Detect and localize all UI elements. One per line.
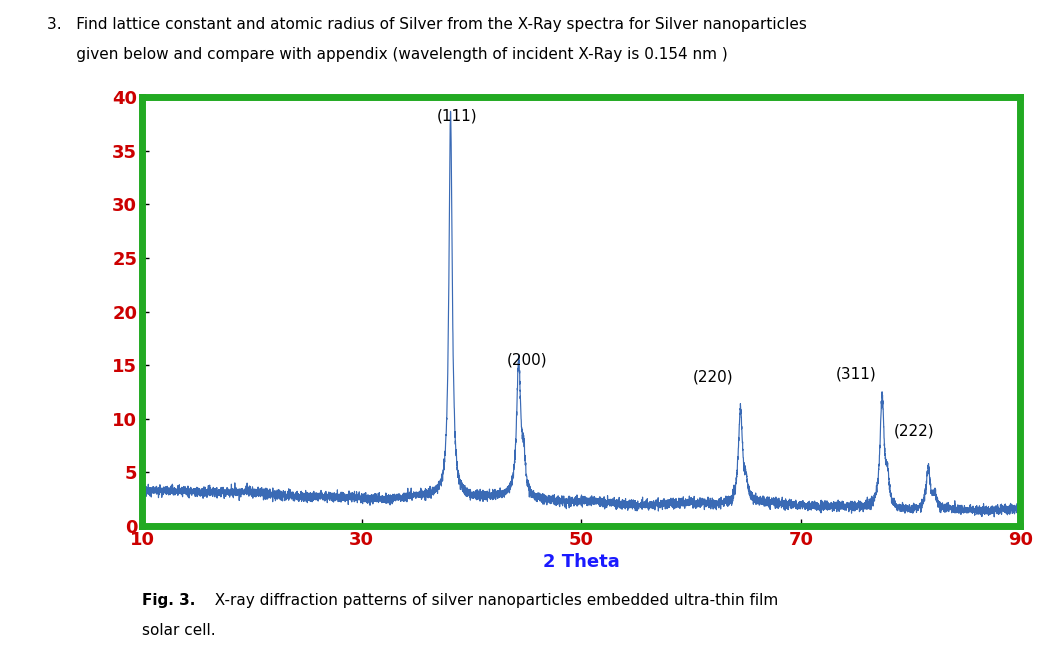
Text: (200): (200) [507, 352, 547, 367]
Text: X-ray diffraction patterns of silver nanoparticles embedded ultra-thin film: X-ray diffraction patterns of silver nan… [205, 593, 778, 608]
Text: (220): (220) [693, 369, 734, 385]
Text: (111): (111) [437, 109, 477, 124]
Text: solar cell.: solar cell. [142, 623, 216, 638]
Text: given below and compare with appendix (wavelength of incident X-Ray is 0.154 nm : given below and compare with appendix (w… [47, 47, 728, 62]
Text: Fig. 3.: Fig. 3. [142, 593, 196, 608]
X-axis label: 2 Theta: 2 Theta [543, 553, 620, 571]
Text: (222): (222) [894, 423, 935, 438]
Text: 3.   Find lattice constant and atomic radius of Silver from the X-Ray spectra fo: 3. Find lattice constant and atomic radi… [47, 17, 807, 31]
Text: (311): (311) [836, 366, 876, 381]
